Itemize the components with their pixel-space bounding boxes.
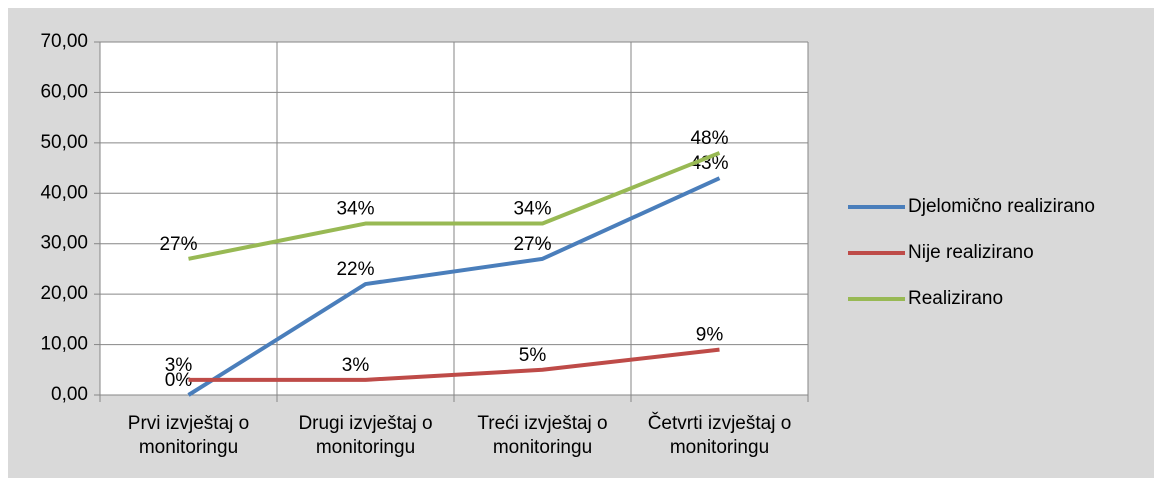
data-label: 34% <box>336 199 374 220</box>
x-tick-label: Treći izvještaj o monitoringu <box>477 413 608 458</box>
y-tick-label: 60,00 <box>40 81 88 102</box>
data-label: 5% <box>519 345 547 366</box>
data-label: 34% <box>513 199 551 220</box>
series-line <box>188 151 721 261</box>
y-tick-label: 20,00 <box>40 283 88 304</box>
data-label: 27% <box>513 234 551 255</box>
series-line <box>188 347 720 382</box>
data-label: 43% <box>690 153 728 174</box>
legend-label: Nije realizirano <box>908 242 1034 263</box>
data-label: 3% <box>342 355 370 376</box>
y-tick-label: 70,00 <box>40 31 88 52</box>
y-tick-label: 50,00 <box>40 132 88 153</box>
x-tick-label: Četvrti izvještaj o monitoringu <box>647 413 792 458</box>
data-label: 22% <box>336 259 374 280</box>
y-tick-label: 10,00 <box>40 334 88 355</box>
y-tick-label: 0,00 <box>51 384 88 405</box>
series-line <box>187 176 721 397</box>
x-tick-label: Drugi izvještaj o monitoringu <box>298 413 433 458</box>
legend-label: Djelomično realizirano <box>908 196 1095 217</box>
y-tick-label: 30,00 <box>40 233 88 254</box>
x-tick-label: Prvi izvještaj o monitoringu <box>127 413 250 458</box>
legend-label: Realizirano <box>908 288 1003 309</box>
y-tick-label: 40,00 <box>40 182 88 203</box>
data-label: 48% <box>690 128 728 149</box>
data-label: 9% <box>696 325 724 346</box>
data-label: 0% <box>165 370 193 391</box>
data-label: 3% <box>165 355 193 376</box>
data-label: 27% <box>159 234 197 255</box>
